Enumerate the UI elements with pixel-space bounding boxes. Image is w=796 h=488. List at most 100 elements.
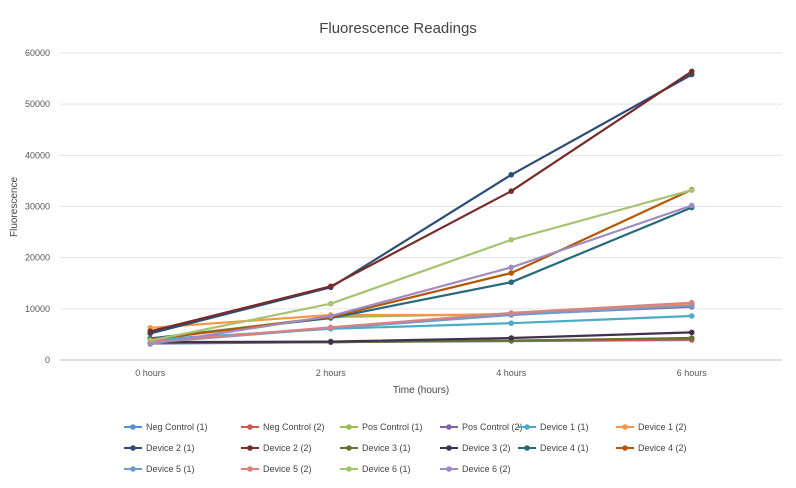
legend-label: Device 2 (1): [146, 443, 195, 453]
legend-swatch-marker: [130, 424, 136, 430]
legend-item: Device 6 (2): [440, 464, 511, 474]
data-point: [327, 324, 334, 331]
data-point: [508, 335, 515, 341]
y-tick-label: 20000: [25, 253, 50, 263]
legend-label: Device 5 (2): [263, 464, 312, 474]
x-tick-label: 4 hours: [496, 368, 527, 378]
data-point: [508, 270, 515, 276]
x-tick-label: 6 hours: [677, 368, 708, 378]
legend-label: Device 2 (2): [263, 443, 312, 453]
y-axis-ticks: 0 10000 20000 30000 40000 50000 60000: [25, 48, 50, 365]
legend-swatch-marker: [247, 424, 253, 430]
series-line: [150, 70, 693, 333]
legend-label: Pos Control (1): [362, 422, 423, 432]
legend-item: Device 5 (1): [124, 464, 195, 474]
series-line: [150, 73, 693, 335]
chart-title: Fluorescence Readings: [319, 20, 477, 37]
series-group: [147, 68, 695, 347]
data-point: [508, 236, 515, 243]
legend-swatch-marker: [130, 466, 136, 472]
legend-item: Pos Control (2): [440, 422, 523, 432]
x-tick-label: 0 hours: [135, 368, 166, 378]
legend-swatch-marker: [130, 445, 136, 451]
data-point: [327, 338, 334, 345]
y-tick-label: 0: [45, 355, 50, 365]
data-point: [327, 313, 334, 319]
legend-swatch-marker: [446, 424, 452, 430]
data-point: [688, 335, 695, 341]
data-point: [508, 320, 515, 326]
legend-item: Device 6 (1): [340, 464, 411, 474]
legend-swatch-marker: [346, 466, 352, 472]
y-axis-title: Fluorescence: [9, 177, 20, 237]
legend-swatch-marker: [346, 445, 352, 451]
legend-swatch-marker: [446, 445, 452, 451]
series-line: [150, 188, 693, 341]
series-line: [150, 204, 693, 346]
legend-label: Device 6 (2): [462, 464, 511, 474]
legend-label: Pos Control (2): [462, 422, 523, 432]
legend-item: Device 3 (1): [340, 443, 411, 453]
legend-item: Device 4 (1): [518, 443, 589, 453]
legend-swatch-marker: [446, 466, 452, 472]
legend-item: Device 4 (2): [616, 443, 687, 453]
legend-label: Device 4 (2): [638, 443, 687, 453]
legend-swatch-marker: [524, 424, 530, 430]
legend-label: Device 1 (2): [638, 422, 687, 432]
data-point: [688, 202, 695, 209]
data-point: [508, 310, 515, 316]
y-tick-label: 50000: [25, 99, 50, 109]
data-point: [688, 299, 695, 306]
series-6: [147, 71, 695, 337]
series-line: [150, 189, 693, 342]
legend-item: Device 1 (2): [616, 422, 687, 432]
legend-item: Device 1 (1): [518, 422, 589, 432]
data-point: [688, 68, 695, 75]
legend-label: Device 4 (1): [540, 443, 589, 453]
data-point: [147, 341, 154, 347]
data-point: [147, 328, 154, 335]
data-point: [508, 264, 515, 271]
data-point: [688, 313, 695, 319]
x-tick-label: 2 hours: [316, 368, 347, 378]
legend-item: Neg Control (1): [124, 422, 208, 432]
data-point: [508, 171, 515, 178]
series-line: [150, 301, 692, 344]
data-point: [688, 329, 695, 336]
y-tick-label: 40000: [25, 150, 50, 160]
legend-item: Pos Control (1): [340, 422, 423, 432]
x-axis-title: Time (hours): [393, 385, 449, 396]
data-point: [327, 300, 334, 307]
legend-label: Device 3 (1): [362, 443, 411, 453]
legend-item: Neg Control (2): [241, 422, 325, 432]
data-point: [508, 279, 515, 286]
series-7: [147, 68, 695, 335]
data-point: [508, 188, 515, 194]
data-point: [327, 283, 334, 290]
series-4: [147, 313, 695, 343]
legend-swatch-marker: [247, 445, 253, 451]
x-axis-ticks: 0 hours 2 hours 4 hours 6 hours: [135, 368, 707, 378]
legend-label: Device 6 (1): [362, 464, 411, 474]
legend-swatch-marker: [622, 445, 628, 451]
legend-item: Device 2 (1): [124, 443, 195, 453]
gridlines: [60, 52, 782, 361]
legend-label: Neg Control (1): [146, 422, 208, 432]
legend-label: Device 3 (2): [462, 443, 511, 453]
series-15: [147, 202, 695, 347]
series-line: [150, 331, 692, 344]
y-tick-label: 10000: [25, 304, 50, 314]
y-tick-label: 30000: [25, 202, 50, 212]
legend-swatch-marker: [524, 445, 530, 451]
data-point: [688, 187, 695, 193]
legend-label: Device 5 (1): [146, 464, 195, 474]
legend-item: Device 3 (2): [440, 443, 511, 453]
legend-label: Device 1 (1): [540, 422, 589, 432]
legend-swatch-marker: [247, 466, 253, 472]
legend: Neg Control (1) Neg Control (2) Pos Contro…: [124, 422, 687, 474]
legend-swatch-marker: [346, 424, 352, 430]
legend-item: Device 5 (2): [241, 464, 312, 474]
legend-item: Device 2 (2): [241, 443, 312, 453]
